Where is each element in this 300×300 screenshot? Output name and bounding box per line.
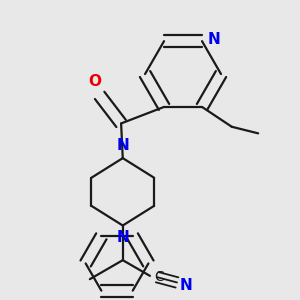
Text: C: C (154, 270, 164, 284)
Text: N: N (116, 139, 129, 154)
Text: N: N (208, 32, 221, 47)
Text: N: N (180, 278, 192, 293)
Text: O: O (88, 74, 101, 89)
Text: N: N (116, 230, 129, 245)
